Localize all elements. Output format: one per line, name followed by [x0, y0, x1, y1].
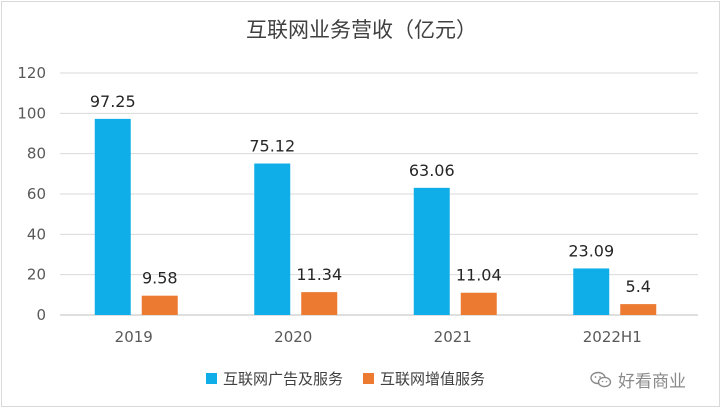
legend-swatch-ads [206, 373, 217, 384]
legend-label-ads: 互联网广告及服务 [223, 370, 344, 388]
bar-value-added-2022H1 [620, 304, 657, 315]
legend: 互联网广告及服务 互联网增值服务 [206, 368, 505, 389]
y-tick-label-40: 40 [27, 225, 46, 243]
legend-item-ads: 互联网广告及服务 [206, 368, 343, 389]
y-tick-label-20: 20 [27, 266, 46, 284]
x-tick-label-2019: 2019 [115, 328, 153, 346]
data-label-value-added-2019: 9.58 [142, 269, 178, 288]
x-tick-label-2020: 2020 [274, 328, 312, 346]
x-tick-label-2022H1: 2022H1 [583, 328, 642, 346]
bar-value-added-2019 [141, 295, 178, 315]
data-label-ads-2020: 75.12 [249, 137, 295, 156]
data-label-ads-2022H1: 23.09 [568, 241, 614, 260]
bar-value-added-2020 [301, 292, 338, 315]
y-tick-label-80: 80 [27, 145, 46, 163]
watermark-text: 好看商业 [618, 372, 686, 392]
y-tick-label-120: 120 [17, 64, 46, 82]
bar-ads-2019 [94, 118, 131, 315]
legend-item-value-added: 互联网增值服务 [363, 368, 485, 389]
y-tick-label-100: 100 [17, 104, 46, 122]
y-tick-label-0: 0 [36, 306, 46, 324]
bar-ads-2020 [254, 163, 291, 315]
bar-ads-2021 [413, 187, 450, 315]
data-label-ads-2021: 63.06 [409, 161, 455, 180]
data-label-ads-2019: 97.25 [90, 92, 136, 111]
bar-ads-2022H1 [573, 268, 610, 315]
data-label-value-added-2021: 11.04 [456, 266, 502, 285]
watermark: 好看商业 [590, 367, 686, 392]
data-label-value-added-2022H1: 5.4 [626, 277, 651, 296]
legend-label-value-added: 互联网增值服务 [380, 370, 486, 388]
data-label-value-added-2020: 11.34 [296, 265, 342, 284]
legend-swatch-value-added [363, 373, 375, 384]
chart-title: 互联网业务营收（亿元） [246, 18, 477, 42]
y-tick-label-60: 60 [27, 185, 46, 203]
wechat-icon [590, 371, 612, 387]
x-tick-label-2021: 2021 [434, 328, 472, 346]
bar-value-added-2021 [460, 292, 497, 315]
